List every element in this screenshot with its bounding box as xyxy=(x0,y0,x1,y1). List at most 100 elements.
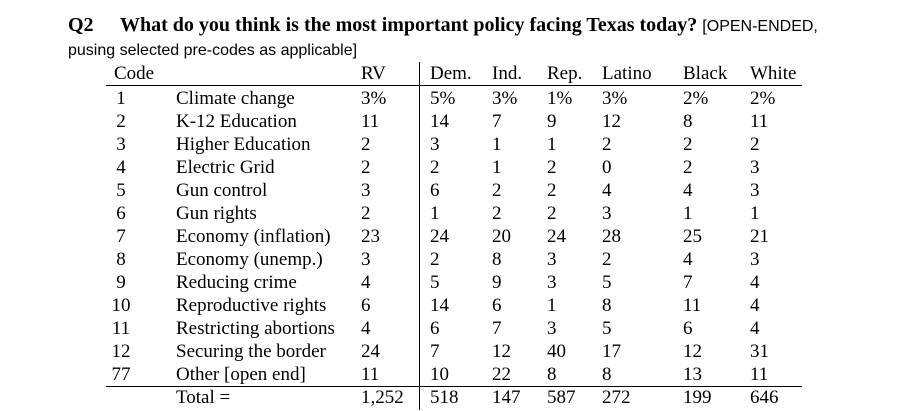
row-value: 8 xyxy=(602,295,612,316)
row-value: 3 xyxy=(547,249,557,270)
row-value: 1% xyxy=(547,88,573,109)
row-value: 21 xyxy=(750,226,769,247)
row-value: 7 xyxy=(430,341,440,362)
row-value: 2 xyxy=(547,157,557,178)
row-value: 7 xyxy=(683,272,693,293)
row-value: 3 xyxy=(750,157,760,178)
total-label: Total = xyxy=(176,387,231,408)
question-text: What do you think is the most important … xyxy=(120,14,698,36)
row-code: 8 xyxy=(116,249,126,270)
row-value: 4 xyxy=(750,318,760,339)
row-value: 3 xyxy=(361,249,371,270)
row-value: 1 xyxy=(750,203,760,224)
row-value: 8 xyxy=(547,364,557,385)
row-value: 7 xyxy=(492,111,502,132)
row-value: 4 xyxy=(750,295,760,316)
row-value: 9 xyxy=(547,111,557,132)
row-value: 8 xyxy=(683,111,693,132)
question-heading: Q2 What do you think is the most importan… xyxy=(68,14,818,37)
row-label: Higher Education xyxy=(176,134,311,155)
row-label: K-12 Education xyxy=(176,111,297,132)
row-value: 1 xyxy=(547,134,557,155)
column-header: Dem. xyxy=(430,63,472,84)
row-value: 4 xyxy=(361,318,371,339)
row-value: 5% xyxy=(430,88,456,109)
column-header: Rep. xyxy=(547,63,583,84)
column-header: Latino xyxy=(602,63,652,84)
row-value: 2 xyxy=(683,134,693,155)
row-value: 9 xyxy=(492,272,502,293)
row-value: 2 xyxy=(683,157,693,178)
row-value: 28 xyxy=(602,226,621,247)
row-value: 24 xyxy=(547,226,566,247)
row-value: 2 xyxy=(430,249,440,270)
row-value: 14 xyxy=(430,111,449,132)
row-value: 11 xyxy=(750,364,769,385)
row-value: 5 xyxy=(602,318,612,339)
row-code: 4 xyxy=(116,157,126,178)
row-code: 2 xyxy=(116,111,126,132)
row-value: 4 xyxy=(361,272,371,293)
row-value: 3% xyxy=(602,88,628,109)
row-value: 2% xyxy=(750,88,776,109)
row-value: 24 xyxy=(430,226,449,247)
row-code: 10 xyxy=(111,295,131,316)
row-value: 3 xyxy=(547,318,557,339)
row-value: 10 xyxy=(430,364,449,385)
row-value: 6 xyxy=(430,318,440,339)
row-label: Electric Grid xyxy=(176,157,275,178)
row-label: Securing the border xyxy=(176,341,326,362)
row-value: 1 xyxy=(547,295,557,316)
question-note: [OPEN-ENDED, xyxy=(702,18,818,35)
row-label: Gun rights xyxy=(176,203,257,224)
row-label: Gun control xyxy=(176,180,268,201)
row-value: 3 xyxy=(361,180,371,201)
question-note-continued: pusing selected pre-codes as applicable] xyxy=(68,42,358,59)
row-value: 3% xyxy=(492,88,518,109)
question-number: Q2 xyxy=(68,14,94,36)
row-value: 3 xyxy=(602,203,612,224)
row-label: Economy (unemp.) xyxy=(176,249,323,270)
row-value: 11 xyxy=(750,111,769,132)
total-value: 1,252 xyxy=(361,387,404,408)
row-value: 2 xyxy=(547,203,557,224)
row-label: Reducing crime xyxy=(176,272,297,293)
row-value: 2 xyxy=(492,180,502,201)
column-divider xyxy=(419,62,420,410)
row-value: 2 xyxy=(361,134,371,155)
row-value: 12 xyxy=(683,341,702,362)
row-label: Climate change xyxy=(176,88,295,109)
row-code: 5 xyxy=(116,180,126,201)
row-value: 17 xyxy=(602,341,621,362)
row-code: 11 xyxy=(111,318,131,339)
row-code: 77 xyxy=(111,364,131,385)
row-value: 25 xyxy=(683,226,702,247)
row-label: Other [open end] xyxy=(176,364,306,385)
row-value: 20 xyxy=(492,226,511,247)
row-value: 11 xyxy=(361,364,380,385)
row-value: 3 xyxy=(750,180,760,201)
row-value: 6 xyxy=(361,295,371,316)
total-value: 199 xyxy=(683,387,712,408)
row-value: 8 xyxy=(602,364,612,385)
row-code: 12 xyxy=(111,341,131,362)
column-header: Ind. xyxy=(492,63,523,84)
row-value: 2 xyxy=(361,203,371,224)
row-value: 5 xyxy=(602,272,612,293)
row-value: 1 xyxy=(430,203,440,224)
row-value: 2 xyxy=(361,157,371,178)
row-label: Reproductive rights xyxy=(176,295,327,316)
row-code: 6 xyxy=(116,203,126,224)
row-value: 7 xyxy=(492,318,502,339)
row-value: 8 xyxy=(492,249,502,270)
row-value: 4 xyxy=(683,180,693,201)
total-value: 518 xyxy=(430,387,459,408)
row-code: 9 xyxy=(116,272,126,293)
row-value: 4 xyxy=(750,272,760,293)
row-value: 11 xyxy=(361,111,380,132)
row-value: 5 xyxy=(430,272,440,293)
total-value: 587 xyxy=(547,387,576,408)
row-value: 11 xyxy=(683,295,702,316)
row-value: 12 xyxy=(492,341,511,362)
row-value: 4 xyxy=(683,249,693,270)
